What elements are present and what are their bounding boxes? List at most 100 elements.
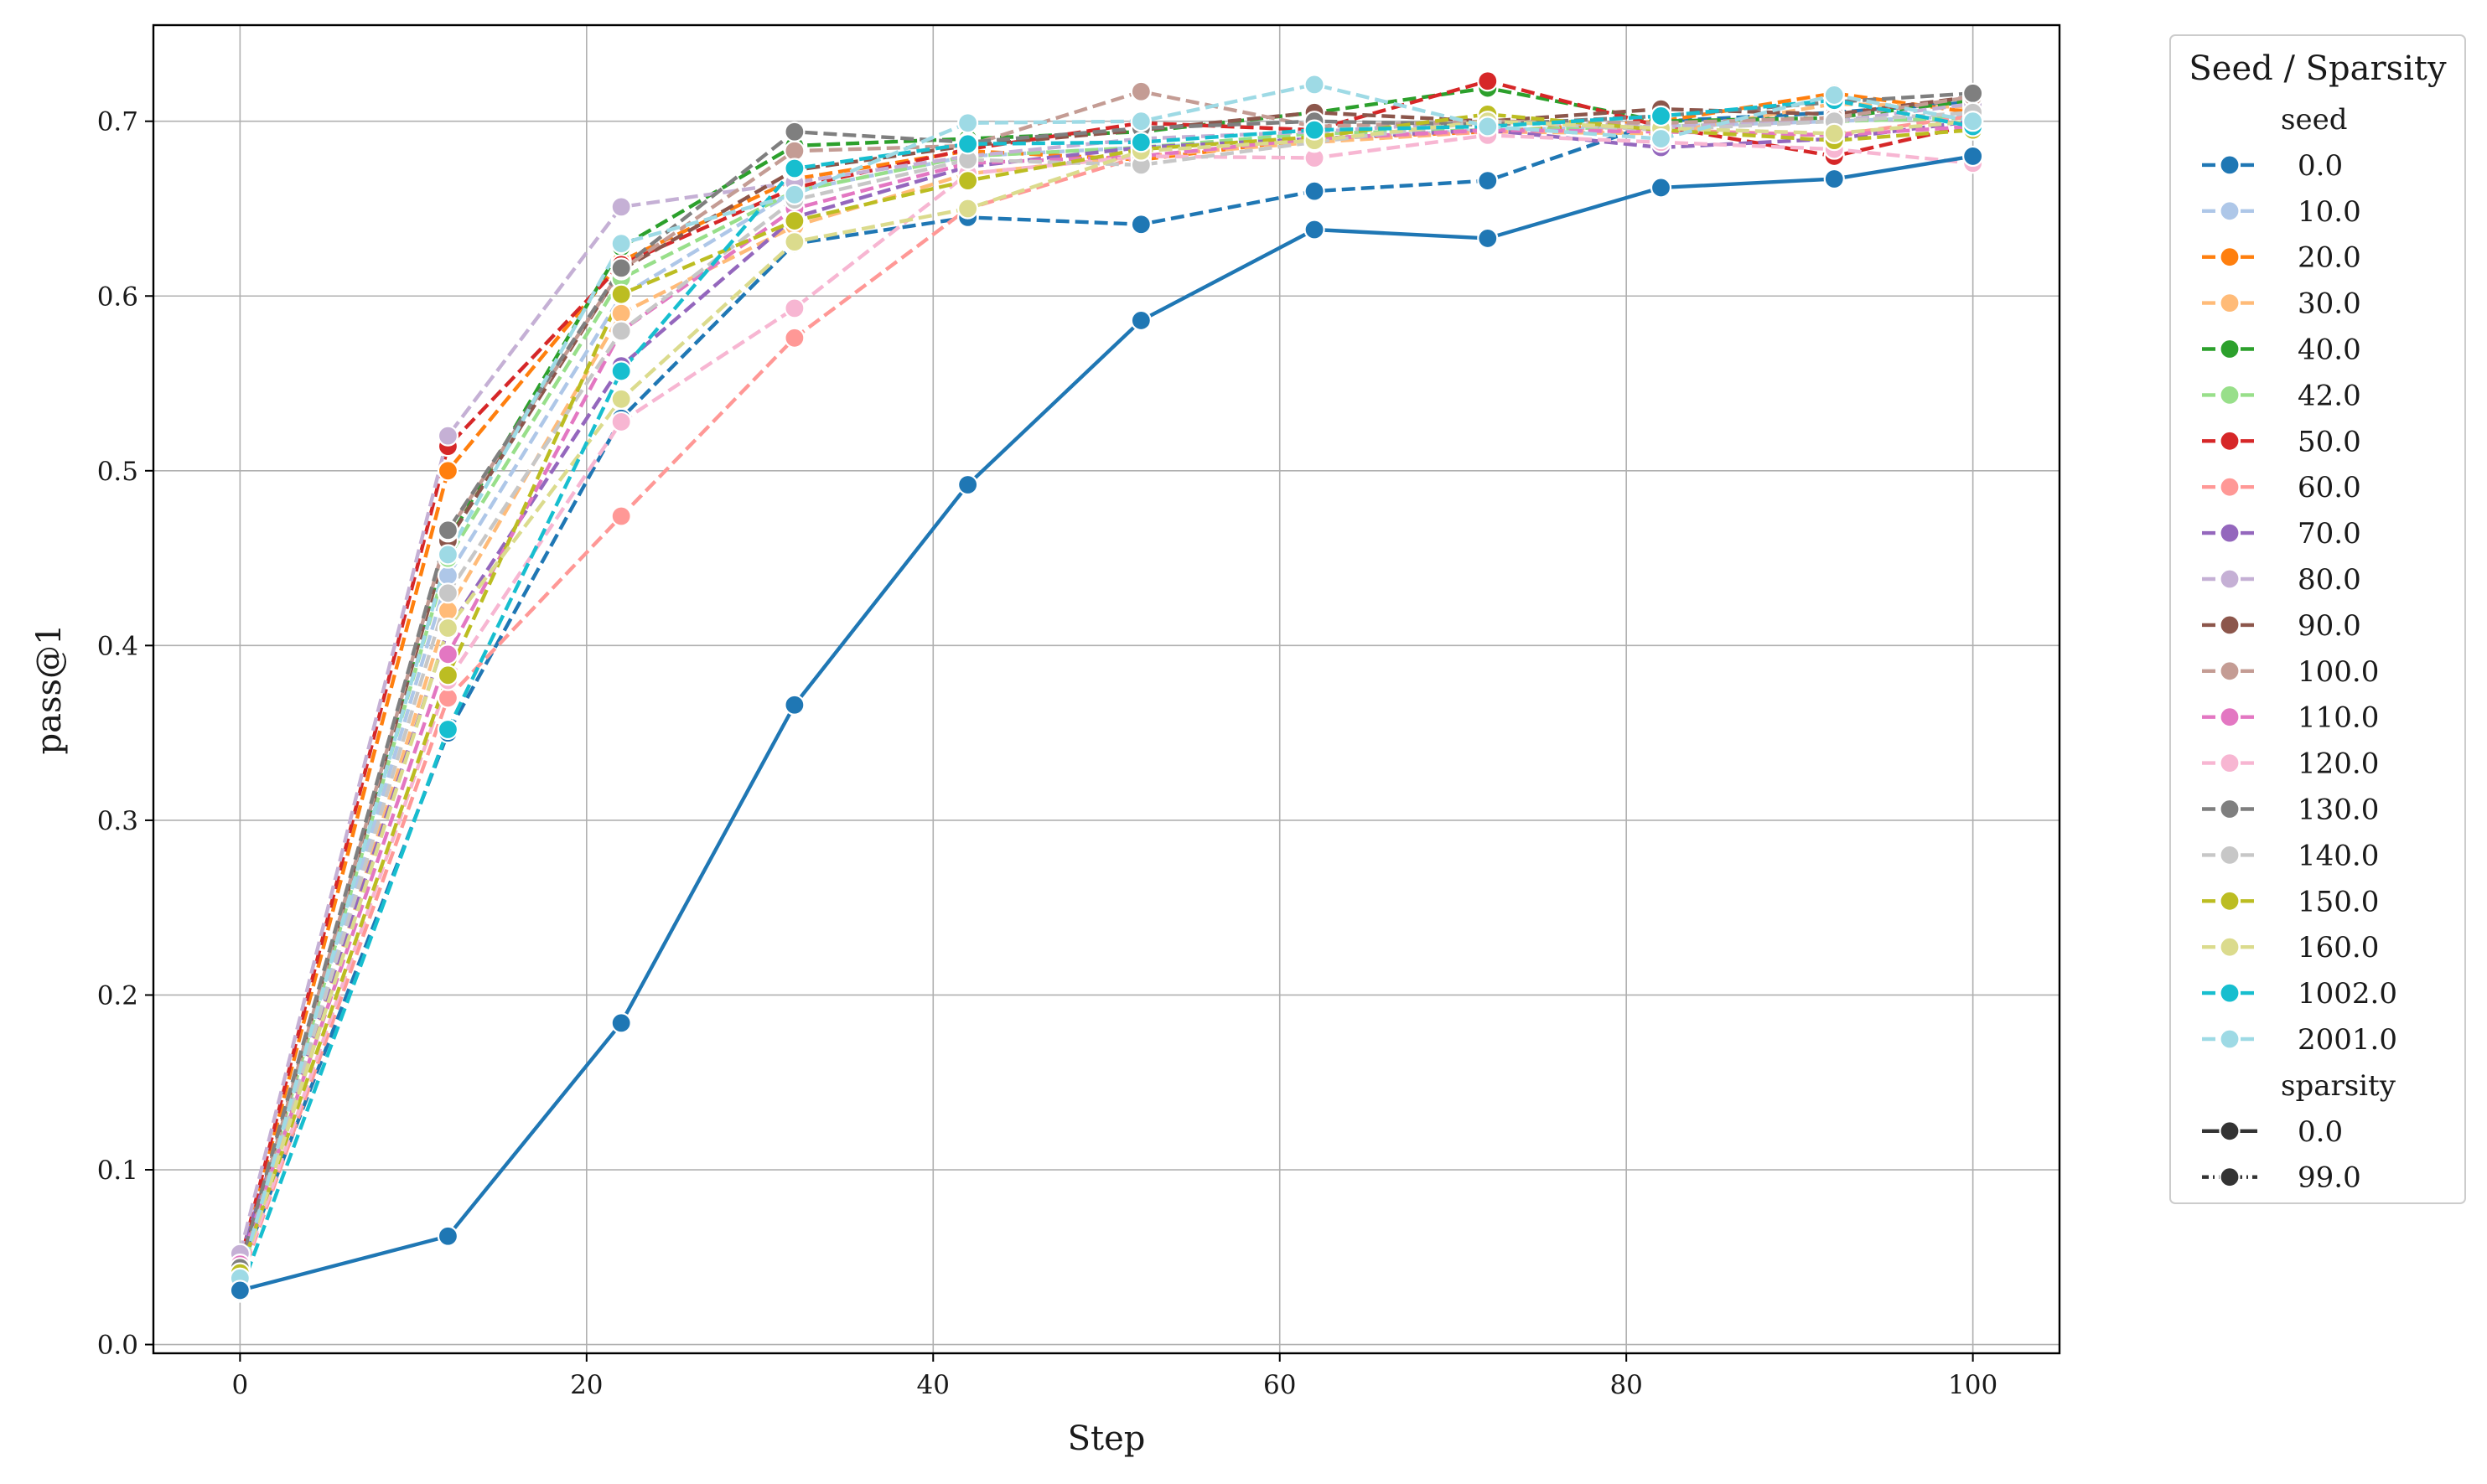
data-point-seed-160.0-sparsity-99.0 xyxy=(610,388,632,410)
y-tick-label: 0.6 xyxy=(97,282,138,312)
y-tick-label: 0.0 xyxy=(97,1331,138,1361)
data-point-seed-2001.0-sparsity-99.0 xyxy=(1477,116,1499,137)
data-point-seed-80.0-sparsity-99.0 xyxy=(610,196,632,218)
legend-label-seed-150.0: 150.0 xyxy=(2298,885,2379,918)
legend-header-seed: seed xyxy=(2281,103,2347,137)
data-point-seed-0.0-sparsity-99.0 xyxy=(1477,170,1499,192)
data-point-seed-80.0-sparsity-99.0 xyxy=(437,425,459,447)
data-point-seed-1002.0-sparsity-99.0 xyxy=(437,718,459,741)
data-point-seed-160.0-sparsity-99.0 xyxy=(1823,122,1845,144)
x-tick-label: 80 xyxy=(1609,1370,1642,1400)
data-point-seed-0.0-sparsity-0.0 xyxy=(784,694,806,716)
series-line-seed-50.0-sparsity-99.0 xyxy=(238,79,1974,1264)
legend-marker-seed-90.0 xyxy=(2219,614,2241,636)
data-point-seed-2001.0-sparsity-99.0 xyxy=(957,112,979,134)
legend-title: Seed / Sparsity xyxy=(2189,49,2447,88)
legend-label-seed-140.0: 140.0 xyxy=(2298,839,2379,872)
legend-label-seed-10.0: 10.0 xyxy=(2298,195,2361,229)
legend-marker-seed-120.0 xyxy=(2219,752,2241,774)
data-point-seed-150.0-sparsity-99.0 xyxy=(957,170,979,192)
legend-marker-sparsity-99.0 xyxy=(2219,1166,2241,1188)
legend-label-seed-130.0: 130.0 xyxy=(2298,794,2379,827)
data-point-seed-130.0-sparsity-99.0 xyxy=(1962,82,1984,104)
legend-label-seed-110.0: 110.0 xyxy=(2298,701,2379,735)
legend: Seed / Sparsity seed 0.0 10.0 20.0 30.0 40.0 42… xyxy=(2169,34,2466,1204)
series-markers xyxy=(229,70,1984,1303)
legend-marker-seed-42.0 xyxy=(2219,384,2241,406)
y-axis-ticks: 0.0 0.1 0.2 0.3 0.4 0.5 0.6 0.7 xyxy=(97,107,153,1361)
data-point-seed-160.0-sparsity-99.0 xyxy=(784,231,806,253)
data-point-seed-1002.0-sparsity-99.0 xyxy=(957,133,979,155)
data-point-seed-0.0-sparsity-0.0 xyxy=(1650,177,1672,199)
data-point-seed-0.0-sparsity-0.0 xyxy=(229,1280,251,1301)
legend-marker-seed-110.0 xyxy=(2219,706,2241,728)
data-point-seed-0.0-sparsity-0.0 xyxy=(1477,227,1499,250)
data-point-seed-0.0-sparsity-99.0 xyxy=(1130,214,1152,235)
data-point-seed-120.0-sparsity-99.0 xyxy=(784,297,806,319)
series-line-seed-70.0-sparsity-99.0 xyxy=(238,119,1973,1258)
legend-marker-seed-70.0 xyxy=(2219,522,2241,544)
data-point-seed-60.0-sparsity-99.0 xyxy=(784,327,806,349)
legend-marker-seed-50.0 xyxy=(2219,430,2241,452)
legend-marker-seed-100.0 xyxy=(2219,660,2241,682)
legend-marker-seed-2001.0 xyxy=(2219,1028,2241,1050)
data-point-seed-140.0-sparsity-99.0 xyxy=(610,320,632,342)
y-tick-label: 0.5 xyxy=(97,457,138,487)
legend-label-seed-60.0: 60.0 xyxy=(2298,471,2361,504)
legend-marker-seed-1002.0 xyxy=(2219,982,2241,1004)
data-point-seed-0.0-sparsity-99.0 xyxy=(1303,180,1325,202)
data-point-seed-0.0-sparsity-0.0 xyxy=(1130,309,1152,332)
legend-marker-seed-150.0 xyxy=(2219,890,2241,912)
legend-marker-seed-10.0 xyxy=(2219,200,2241,222)
legend-label-seed-1002.0: 1002.0 xyxy=(2298,977,2397,1011)
legend-label-seed-80.0: 80.0 xyxy=(2298,563,2361,597)
data-point-seed-150.0-sparsity-99.0 xyxy=(610,283,632,305)
data-point-seed-0.0-sparsity-0.0 xyxy=(1823,168,1845,190)
data-point-seed-20.0-sparsity-99.0 xyxy=(437,460,459,482)
data-point-seed-60.0-sparsity-99.0 xyxy=(437,687,459,709)
data-point-seed-2001.0-sparsity-99.0 xyxy=(1303,74,1325,96)
data-point-seed-0.0-sparsity-0.0 xyxy=(957,473,979,496)
data-point-seed-100.0-sparsity-99.0 xyxy=(1130,80,1152,102)
data-point-seed-160.0-sparsity-99.0 xyxy=(957,198,979,220)
legend-marker-sparsity-0.0 xyxy=(2219,1120,2241,1142)
legend-marker-seed-160.0 xyxy=(2219,936,2241,958)
data-point-seed-2001.0-sparsity-99.0 xyxy=(610,233,632,255)
data-point-seed-100.0-sparsity-99.0 xyxy=(784,140,806,162)
legend-marker-seed-30.0 xyxy=(2219,292,2241,314)
data-point-seed-1002.0-sparsity-99.0 xyxy=(1650,105,1672,127)
data-point-seed-160.0-sparsity-99.0 xyxy=(437,617,459,639)
data-point-seed-150.0-sparsity-99.0 xyxy=(437,664,459,686)
y-tick-label: 0.3 xyxy=(97,806,138,836)
legend-label-seed-120.0: 120.0 xyxy=(2298,747,2379,781)
x-axis-ticks: 0 20 40 60 80 100 xyxy=(231,1353,1997,1400)
data-point-seed-2001.0-sparsity-99.0 xyxy=(784,184,806,205)
data-point-seed-2001.0-sparsity-99.0 xyxy=(437,544,459,566)
data-point-seed-30.0-sparsity-99.0 xyxy=(610,302,632,324)
y-tick-label: 0.2 xyxy=(97,980,138,1011)
data-point-seed-130.0-sparsity-99.0 xyxy=(610,257,632,279)
legend-marker-seed-40.0 xyxy=(2219,338,2241,360)
data-point-seed-0.0-sparsity-0.0 xyxy=(1962,145,1984,168)
y-tick-label: 0.7 xyxy=(97,107,138,137)
legend-marker-seed-130.0 xyxy=(2219,798,2241,820)
y-axis-title: pass@1 xyxy=(30,624,69,755)
plot-frame xyxy=(152,23,2061,1355)
legend-label-seed-160.0: 160.0 xyxy=(2298,931,2379,964)
data-point-seed-1002.0-sparsity-99.0 xyxy=(610,360,632,382)
y-tick-label: 0.4 xyxy=(97,631,138,661)
data-point-seed-2001.0-sparsity-99.0 xyxy=(1130,111,1152,132)
data-point-seed-110.0-sparsity-99.0 xyxy=(437,644,459,665)
data-point-seed-1002.0-sparsity-99.0 xyxy=(1303,119,1325,141)
data-point-seed-50.0-sparsity-99.0 xyxy=(1477,70,1499,92)
legend-marker-seed-80.0 xyxy=(2219,568,2241,590)
data-point-seed-10.0-sparsity-99.0 xyxy=(437,565,459,587)
data-point-seed-2001.0-sparsity-99.0 xyxy=(1962,111,1984,132)
x-tick-label: 100 xyxy=(1948,1370,1997,1400)
x-tick-label: 0 xyxy=(231,1370,248,1400)
legend-label-sparsity-0.0: 0.0 xyxy=(2298,1115,2343,1149)
series-line-seed-110.0-sparsity-99.0 xyxy=(238,124,1973,1265)
data-point-seed-140.0-sparsity-99.0 xyxy=(437,582,459,604)
